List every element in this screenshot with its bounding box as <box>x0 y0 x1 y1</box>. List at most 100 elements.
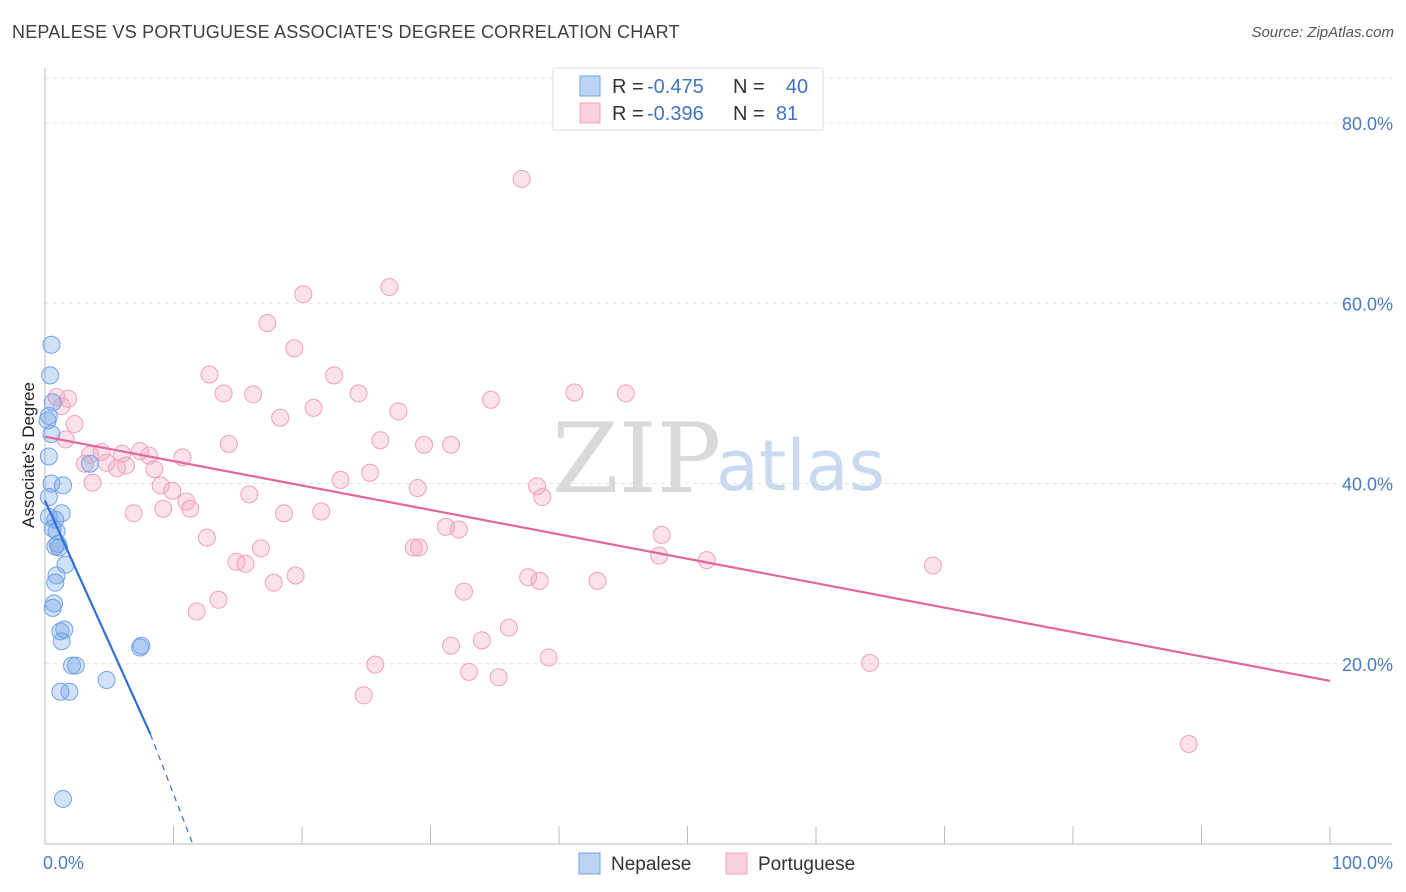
portuguese-point-48 <box>124 504 143 523</box>
nepalese-point-7 <box>80 454 99 473</box>
portuguese-point-8 <box>52 397 71 416</box>
portuguese-point-74 <box>539 648 558 667</box>
portuguese-point-46 <box>154 499 173 518</box>
portuguese-point-17 <box>389 402 408 421</box>
nepalese-point-31 <box>97 670 116 689</box>
portuguese-point-69 <box>209 590 228 609</box>
axes <box>44 68 1392 845</box>
portuguese-point-10 <box>214 384 233 403</box>
portuguese-point-60 <box>923 556 942 575</box>
portuguese-point-19 <box>65 415 84 434</box>
legend-n-value-1: 40 <box>786 76 808 98</box>
nepalese-point-1 <box>41 366 60 385</box>
portuguese-point-15 <box>616 384 635 403</box>
nepalese-point-10 <box>39 488 58 507</box>
portuguese-point-49 <box>275 504 294 523</box>
source-label: Source: ZipAtlas.com <box>1251 24 1394 41</box>
portuguese-point-11 <box>244 385 263 404</box>
portuguese-point-6 <box>325 366 344 385</box>
portuguese-point-1 <box>380 278 399 297</box>
portuguese-point-12 <box>349 384 368 403</box>
portuguese-point-57 <box>409 538 428 557</box>
y-tick-label-3: 80.0% <box>1342 114 1393 134</box>
portuguese-point-67 <box>264 573 283 592</box>
portuguese-point-76 <box>460 662 479 681</box>
x-tick-label-0: 0.0% <box>43 853 84 873</box>
portuguese-point-53 <box>652 525 671 544</box>
nepalese-point-18 <box>46 537 65 556</box>
portuguese-point-66 <box>588 571 607 590</box>
bottom-legend-swatch-portuguese <box>725 852 748 875</box>
portuguese-point-16 <box>304 398 323 417</box>
portuguese-point-54 <box>197 528 216 547</box>
nepalese-point-33 <box>60 682 79 701</box>
portuguese-point-64 <box>519 568 538 587</box>
nepalese-point-6 <box>39 447 58 466</box>
nepalese-point-26 <box>52 632 71 651</box>
portuguese-point-55 <box>251 539 270 558</box>
portuguese-point-50 <box>312 502 331 521</box>
portuguese-point-65 <box>530 571 549 590</box>
nepalese-point-8 <box>53 476 72 495</box>
x-tick-label-1: 100.0% <box>1332 853 1393 873</box>
trendlines <box>43 435 1331 845</box>
portuguese-point-41 <box>408 479 427 498</box>
watermark: ZIP atlas <box>552 403 885 515</box>
portuguese-point-31 <box>75 454 94 473</box>
nepalese-point-4 <box>38 411 57 430</box>
portuguese-point-35 <box>361 463 380 482</box>
legend-r-value-1: -0.475 <box>647 76 704 98</box>
portuguese-point-43 <box>533 488 552 507</box>
nepalese-point-0 <box>42 335 61 354</box>
portuguese-trendline <box>44 435 1331 682</box>
legend-r-value-2: -0.396 <box>647 103 704 125</box>
portuguese-point-44 <box>240 485 259 504</box>
bottom-legend-swatch-nepalese <box>578 852 601 875</box>
watermark-zip: ZIP <box>552 403 721 515</box>
bottom-legend-nepalese: Nepalese <box>611 854 691 875</box>
nepalese-point-30 <box>66 656 85 675</box>
portuguese-point-37 <box>331 470 350 489</box>
portuguese-point-9 <box>59 389 78 408</box>
portuguese-point-2 <box>294 285 313 304</box>
legend-n-label-1: N = <box>733 76 765 98</box>
nepalese-point-25 <box>51 622 70 641</box>
y-axis-title: Associate's Degree <box>19 382 38 528</box>
gridlines <box>45 77 1392 665</box>
legend-r-label-2: R = <box>612 103 644 125</box>
portuguese-point-80 <box>1179 734 1198 753</box>
portuguese-point-71 <box>499 618 518 637</box>
portuguese-point-61 <box>227 552 246 571</box>
nepalese-point-20 <box>47 566 66 585</box>
nepalese-point-2 <box>43 393 62 412</box>
nepalese-point-28 <box>131 638 150 657</box>
portuguese-point-23 <box>415 435 434 454</box>
portuguese-point-4 <box>285 339 304 358</box>
legend-swatch-nepalese <box>579 75 601 97</box>
portuguese-point-3 <box>258 314 277 333</box>
portuguese-point-77 <box>489 668 508 687</box>
portuguese-points <box>47 169 1198 753</box>
portuguese-point-73 <box>442 636 461 655</box>
portuguese-point-70 <box>187 602 206 621</box>
nepalese-trendline-extension <box>149 733 194 845</box>
portuguese-point-79 <box>354 686 373 705</box>
y-tick-label-1: 40.0% <box>1342 475 1393 495</box>
portuguese-point-78 <box>860 653 879 672</box>
portuguese-point-22 <box>371 431 390 450</box>
portuguese-point-36 <box>145 460 164 479</box>
portuguese-point-21 <box>219 434 238 453</box>
portuguese-point-18 <box>271 408 290 427</box>
portuguese-point-47 <box>181 499 200 518</box>
portuguese-point-68 <box>454 582 473 601</box>
legend-box: R = -0.475 N = 40 R = -0.396 N = 81 <box>552 67 824 131</box>
portuguese-point-24 <box>442 435 461 454</box>
nepalese-point-34 <box>53 789 72 808</box>
portuguese-point-72 <box>472 631 491 650</box>
nepalese-points <box>38 335 151 808</box>
portuguese-point-56 <box>404 538 423 557</box>
portuguese-point-39 <box>151 476 170 495</box>
portuguese-point-13 <box>481 390 500 409</box>
portuguese-point-0 <box>512 169 531 188</box>
